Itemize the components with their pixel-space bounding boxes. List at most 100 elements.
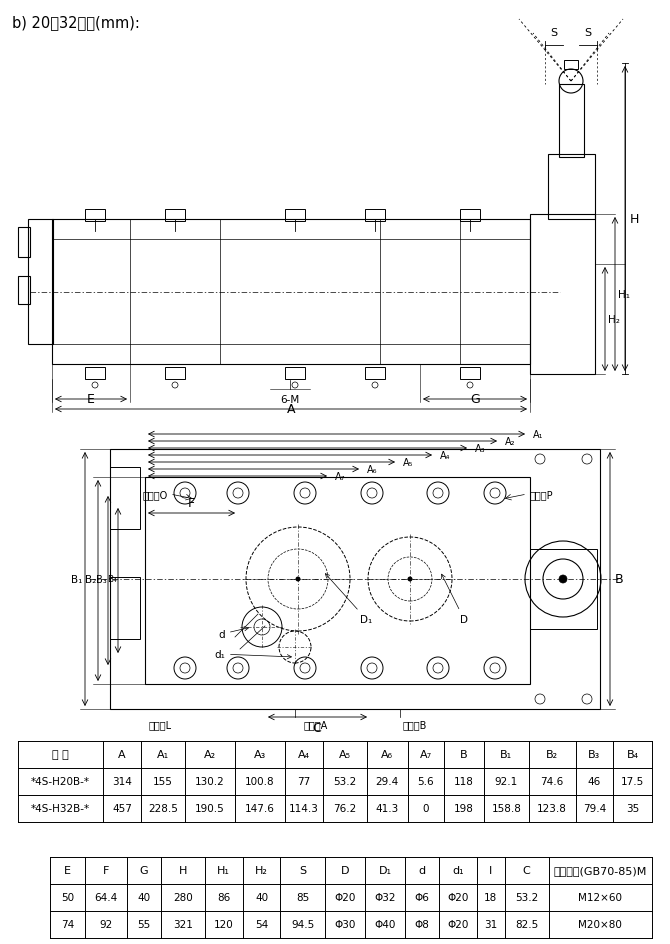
Text: A₆: A₆	[367, 464, 377, 475]
Text: 198: 198	[454, 803, 474, 814]
Text: B₂: B₂	[546, 750, 558, 760]
Text: 76.2: 76.2	[334, 803, 356, 814]
Text: 94.5: 94.5	[291, 919, 314, 930]
Text: E: E	[64, 866, 71, 876]
Text: d: d	[218, 627, 249, 639]
Text: b) 20、32通径(mm):: b) 20、32通径(mm):	[12, 15, 140, 30]
Text: 77: 77	[297, 777, 310, 786]
Text: 155: 155	[153, 777, 173, 786]
Text: B₄: B₄	[626, 750, 639, 760]
Text: 17.5: 17.5	[621, 777, 645, 786]
Text: G: G	[470, 393, 480, 406]
Bar	[460, 367, 480, 379]
Bar	[530, 215, 595, 375]
Text: A₅: A₅	[339, 750, 351, 760]
Text: 40: 40	[255, 893, 268, 902]
Text: A₂: A₂	[505, 436, 515, 447]
Text: 147.6: 147.6	[245, 803, 275, 814]
Text: 0: 0	[423, 803, 429, 814]
Text: 100.8: 100.8	[245, 777, 275, 786]
Bar	[145, 478, 530, 684]
Bar	[165, 367, 185, 379]
Text: d₁: d₁	[214, 649, 291, 659]
Text: 29.4: 29.4	[376, 777, 399, 786]
Text: H: H	[630, 213, 639, 227]
Text: A: A	[118, 750, 126, 760]
Text: 114.3: 114.3	[289, 803, 319, 814]
Text: 安装螺栓(GB70-85)M: 安装螺栓(GB70-85)M	[553, 866, 647, 876]
Text: Φ20: Φ20	[448, 893, 469, 902]
Text: C: C	[523, 866, 531, 876]
Text: B: B	[615, 573, 624, 586]
Text: 280: 280	[173, 893, 193, 902]
Text: *4S-H32B-*: *4S-H32B-*	[31, 803, 90, 814]
Text: 41.3: 41.3	[376, 803, 399, 814]
Text: Φ40: Φ40	[375, 919, 396, 930]
Text: 型 号: 型 号	[52, 750, 68, 760]
Text: 53.2: 53.2	[334, 777, 356, 786]
Text: F: F	[188, 497, 194, 510]
Text: 46: 46	[588, 777, 601, 786]
Text: H: H	[179, 866, 187, 876]
Text: 457: 457	[112, 803, 132, 814]
Text: 泄油口L: 泄油口L	[149, 719, 172, 729]
Text: 130.2: 130.2	[195, 777, 225, 786]
Text: Φ32: Φ32	[375, 893, 396, 902]
Bar	[85, 210, 105, 222]
Bar	[365, 210, 385, 222]
Bar	[52, 220, 530, 364]
Bar	[530, 549, 597, 630]
Text: Φ30: Φ30	[334, 919, 355, 930]
Text: D: D	[340, 866, 349, 876]
Text: 53.2: 53.2	[515, 893, 538, 902]
Text: 进油口P: 进油口P	[530, 490, 553, 499]
Bar	[460, 210, 480, 222]
Text: 出油口O: 出油口O	[143, 490, 168, 499]
Text: 35: 35	[626, 803, 639, 814]
Text: Φ20: Φ20	[334, 893, 355, 902]
Text: 55: 55	[137, 919, 151, 930]
Text: 50: 50	[61, 893, 74, 902]
Text: 120: 120	[214, 919, 234, 930]
Text: 92: 92	[99, 919, 113, 930]
Text: Φ8: Φ8	[415, 919, 429, 930]
Text: A₇: A₇	[420, 750, 432, 760]
Text: d: d	[419, 866, 425, 876]
Text: H₁: H₁	[217, 866, 230, 876]
Text: d₁: d₁	[452, 866, 464, 876]
Text: 190.5: 190.5	[195, 803, 225, 814]
Text: H₂: H₂	[255, 866, 268, 876]
Text: I: I	[489, 866, 492, 876]
Text: B₂: B₂	[84, 574, 96, 584]
Circle shape	[295, 577, 301, 582]
Text: 74.6: 74.6	[541, 777, 564, 786]
Text: 321: 321	[173, 919, 193, 930]
Text: G: G	[139, 866, 148, 876]
Text: E: E	[87, 393, 95, 406]
Text: 31: 31	[484, 919, 497, 930]
Text: S: S	[584, 28, 592, 38]
Text: A₄: A₄	[298, 750, 310, 760]
Text: D: D	[442, 575, 468, 624]
Text: B₄: B₄	[107, 575, 117, 584]
Text: M20×80: M20×80	[578, 919, 622, 930]
Circle shape	[467, 382, 473, 389]
Text: C: C	[313, 721, 322, 734]
Bar	[559, 85, 584, 158]
Text: 64.4: 64.4	[94, 893, 118, 902]
Text: 92.1: 92.1	[494, 777, 518, 786]
Circle shape	[559, 576, 567, 583]
Text: D₁: D₁	[326, 574, 373, 624]
Bar	[165, 210, 185, 222]
Text: A: A	[287, 402, 295, 415]
Text: 工作口A: 工作口A	[304, 719, 328, 729]
Text: *4S-H20B-*: *4S-H20B-*	[31, 777, 90, 786]
Text: 40: 40	[137, 893, 150, 902]
Text: 85: 85	[296, 893, 309, 902]
Text: 6-M: 6-M	[280, 395, 299, 405]
Text: B₁: B₁	[500, 750, 513, 760]
Text: A₄: A₄	[440, 450, 450, 461]
Text: H₁: H₁	[618, 290, 630, 299]
Bar	[18, 228, 30, 258]
Bar	[110, 449, 600, 709]
